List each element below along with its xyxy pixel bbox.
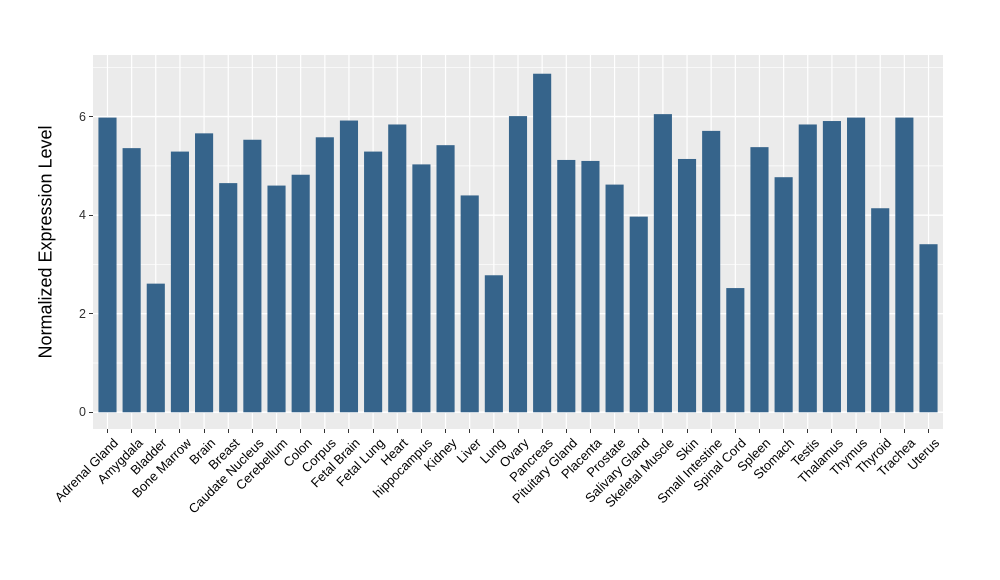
x-tick-mark	[469, 429, 471, 433]
x-tick-mark	[445, 429, 447, 433]
y-tick-mark	[89, 116, 93, 118]
y-axis-title-text: Normalized Expression Level	[35, 125, 56, 359]
x-tick-mark	[203, 429, 205, 433]
bar-pancreas	[533, 73, 552, 413]
x-tick-mark	[227, 429, 229, 433]
x-tick-label-liver: Liver	[453, 435, 484, 466]
x-tick-mark	[638, 429, 640, 433]
y-tick-mark	[89, 411, 93, 413]
bar-amygdala	[122, 148, 141, 413]
x-tick-mark	[155, 429, 157, 433]
x-tick-mark	[131, 429, 133, 433]
x-tick-mark	[348, 429, 350, 433]
bar-spleen	[750, 147, 769, 413]
bar-thyroid	[871, 208, 890, 413]
bar-cerebellum	[267, 185, 286, 413]
bar-colon	[291, 174, 310, 413]
bar-corpus	[315, 137, 334, 413]
x-tick-mark	[831, 429, 833, 433]
bar-prostate	[605, 184, 624, 413]
x-tick-mark	[903, 429, 905, 433]
x-tick-mark	[783, 429, 785, 433]
bar-fetal-lung	[364, 151, 383, 413]
bar-fetal-brain	[339, 120, 359, 413]
bar-heart	[388, 124, 407, 413]
x-tick-mark	[710, 429, 712, 433]
x-tick-mark	[179, 429, 181, 433]
x-tick-mark	[300, 429, 302, 433]
bar-hippocampus	[412, 164, 431, 413]
x-tick-mark	[106, 429, 108, 433]
x-tick-mark	[396, 429, 398, 433]
y-tick-label: 6	[79, 109, 86, 124]
bar-bladder	[146, 283, 165, 413]
x-tick-mark	[589, 429, 591, 433]
y-tick-mark	[89, 313, 93, 315]
bar-brain	[195, 133, 214, 413]
bar-adrenal-gland	[98, 117, 117, 413]
x-tick-mark	[541, 429, 543, 433]
bar-skeletal-muscle	[653, 114, 672, 413]
plot-svg	[93, 55, 943, 429]
bar-trachea	[895, 117, 914, 413]
x-tick-mark	[758, 429, 760, 433]
bar-thalamus	[822, 121, 841, 413]
x-tick-mark	[324, 429, 326, 433]
x-tick-mark	[734, 429, 736, 433]
x-tick-mark	[686, 429, 688, 433]
bar-liver	[460, 195, 479, 413]
x-tick-mark	[420, 429, 422, 433]
x-tick-mark	[879, 429, 881, 433]
x-tick-mark	[276, 429, 278, 433]
x-tick-mark	[565, 429, 567, 433]
x-tick-mark	[662, 429, 664, 433]
x-tick-mark	[855, 429, 857, 433]
bar-bone-marrow	[170, 151, 189, 413]
y-tick-label: 2	[79, 306, 86, 321]
bar-uterus	[919, 244, 938, 413]
bar-pituitary-gland	[557, 159, 576, 413]
bar-breast	[219, 183, 238, 413]
bar-kidney	[436, 145, 455, 413]
x-tick-mark	[614, 429, 616, 433]
y-tick-mark	[89, 214, 93, 216]
bar-skin	[677, 158, 697, 413]
bar-stomach	[774, 177, 793, 413]
x-tick-mark	[251, 429, 253, 433]
bar-ovary	[508, 116, 528, 413]
bar-thymus	[847, 117, 866, 413]
bar-testis	[798, 124, 817, 413]
x-tick-mark	[493, 429, 495, 433]
x-tick-mark	[928, 429, 929, 433]
bar-salivary-gland	[629, 216, 648, 413]
x-tick-mark	[372, 429, 374, 433]
bar-placenta	[581, 160, 600, 413]
y-tick-label: 0	[79, 405, 86, 420]
x-tick-mark	[517, 429, 519, 433]
plot-panel	[93, 55, 943, 429]
y-tick-label: 4	[79, 208, 86, 223]
bar-lung	[484, 275, 503, 413]
x-tick-mark	[807, 429, 809, 433]
bar-small-intestine	[702, 130, 721, 413]
bar-caudate-nucleus	[243, 139, 262, 413]
bar-spinal-cord	[726, 288, 745, 413]
